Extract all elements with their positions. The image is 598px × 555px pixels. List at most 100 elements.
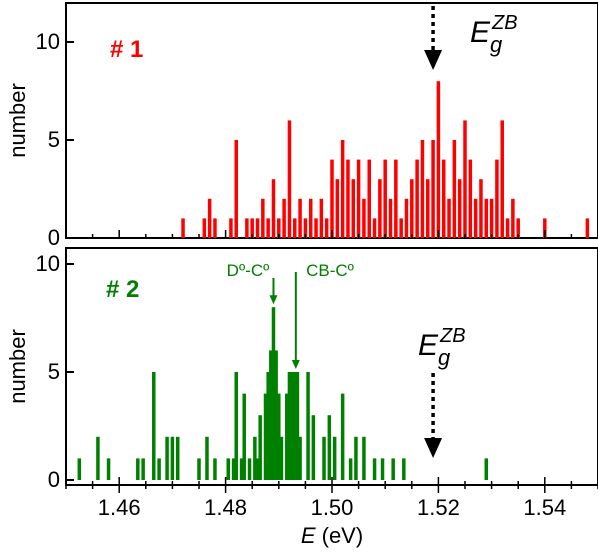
top-bar-17 (303, 218, 308, 238)
bottom-bar-27 (277, 393, 281, 480)
bottom-eg-sub: g (438, 345, 451, 370)
top-bar-37 (410, 179, 414, 238)
top-bar-31 (378, 179, 382, 238)
top-bar-53 (495, 159, 499, 238)
bottom-bar-13 (226, 458, 231, 480)
top-bar-8 (255, 218, 260, 238)
top-bar-3 (213, 218, 217, 238)
bottom-CB-C-arrow-head (291, 360, 300, 369)
top-bar-15 (293, 218, 297, 238)
top-bar-52 (489, 198, 494, 238)
bottom-bar-22 (263, 393, 268, 480)
bottom-CB-C-label: CB-Cº (306, 261, 354, 280)
top-eg-label: Eg (470, 16, 503, 57)
top-bar-20 (319, 198, 324, 238)
top-ytick-label-5: 5 (48, 127, 60, 152)
bottom-bar-3 (136, 458, 140, 480)
top-bar-56 (511, 198, 515, 238)
bottom-bar-30 (287, 372, 292, 480)
top-bar-2 (207, 198, 212, 238)
bottom-eg-label: Eg (418, 329, 451, 370)
top-ytick-label-0: 0 (48, 225, 60, 250)
bottom-bar-44 (372, 458, 377, 480)
x-tick-label-1.52: 1.52 (417, 495, 460, 520)
top-bar-59 (585, 218, 590, 238)
top-bar-29 (367, 159, 371, 238)
top-bar-4 (229, 218, 233, 238)
bottom-bar-4 (141, 458, 145, 480)
top-bar-0 (181, 218, 185, 238)
top-bar-43 (441, 159, 446, 238)
bottom-bar-39 (332, 436, 337, 480)
top-bar-6 (245, 218, 249, 238)
bottom-bar-34 (298, 436, 302, 480)
bottom-bar-28 (279, 436, 284, 480)
top-bar-21 (324, 218, 329, 238)
top-bar-28 (362, 198, 366, 238)
bottom-ytick-label-0: 0 (48, 467, 60, 492)
bottom-bar-33 (295, 372, 300, 480)
top-bar-24 (340, 140, 345, 238)
top-bar-30 (372, 218, 377, 238)
top-eg-main: E (470, 16, 491, 49)
bottom-bar-14 (231, 458, 236, 480)
top-bar-23 (335, 179, 340, 238)
bottom-bar-32 (293, 372, 297, 480)
bottom-bar-42 (354, 436, 358, 480)
top-ytick-label-10: 10 (36, 29, 60, 54)
top-bar-33 (388, 198, 393, 238)
top-bar-55 (505, 218, 510, 238)
x-tick-label-1.50: 1.50 (311, 495, 354, 520)
top-bar-12 (277, 218, 281, 238)
top-bar-42 (436, 81, 441, 238)
top-bar-26 (351, 179, 356, 238)
bottom-bar-6 (157, 458, 161, 480)
top-bar-44 (447, 198, 451, 238)
bottom-bar-40 (340, 393, 345, 480)
x-axis-label: E (eV) (301, 523, 363, 548)
top-bar-35 (399, 218, 403, 238)
top-bar-46 (457, 179, 462, 238)
top-bar-10 (266, 218, 270, 238)
top-bar-13 (282, 198, 286, 238)
bottom-bar-8 (170, 436, 175, 480)
top-bar-22 (330, 159, 334, 238)
x-tick-label-1.46: 1.46 (98, 495, 141, 520)
bottom-plot-frame (65, 247, 598, 486)
bottom-bar-0 (77, 458, 82, 480)
x-tick-label-1.48: 1.48 (204, 495, 247, 520)
x-tick-label-1.54: 1.54 (523, 495, 566, 520)
top-bar-11 (271, 179, 276, 238)
bottom-bar-43 (362, 436, 366, 480)
top-ylabel: number (5, 83, 30, 158)
bottom-bar-36 (311, 415, 316, 480)
bottom-bar-31 (290, 372, 294, 480)
bottom-bar-48 (484, 458, 489, 480)
bottom-ytick-label-10: 10 (36, 251, 60, 276)
bottom-bar-20 (255, 458, 260, 480)
top-bar-36 (404, 198, 409, 238)
top-bar-51 (484, 198, 489, 238)
bottom-bar-26 (274, 350, 278, 480)
bottom-bar-9 (175, 436, 180, 480)
top-eg-arrow-head (424, 50, 443, 70)
bottom-D-C-label: Dº-Cº (227, 261, 270, 280)
top-bar-58 (543, 218, 547, 238)
top-bar-1 (202, 218, 207, 238)
top-bar-32 (383, 159, 387, 238)
bottom-bar-37 (322, 436, 326, 480)
top-bar-48 (468, 159, 473, 238)
bottom-bar-1 (96, 436, 100, 480)
bottom-bar-2 (106, 458, 111, 480)
top-bar-49 (473, 198, 478, 238)
bottom-bar-21 (258, 415, 262, 480)
bottom-bar-11 (205, 436, 209, 480)
top-bar-34 (394, 159, 398, 238)
bottom-bar-23 (266, 372, 270, 480)
top-bar-14 (287, 120, 292, 238)
top-eg-sub: g (490, 32, 503, 57)
bottom-eg-arrow-head (424, 438, 443, 458)
bottom-bar-5 (152, 372, 156, 480)
